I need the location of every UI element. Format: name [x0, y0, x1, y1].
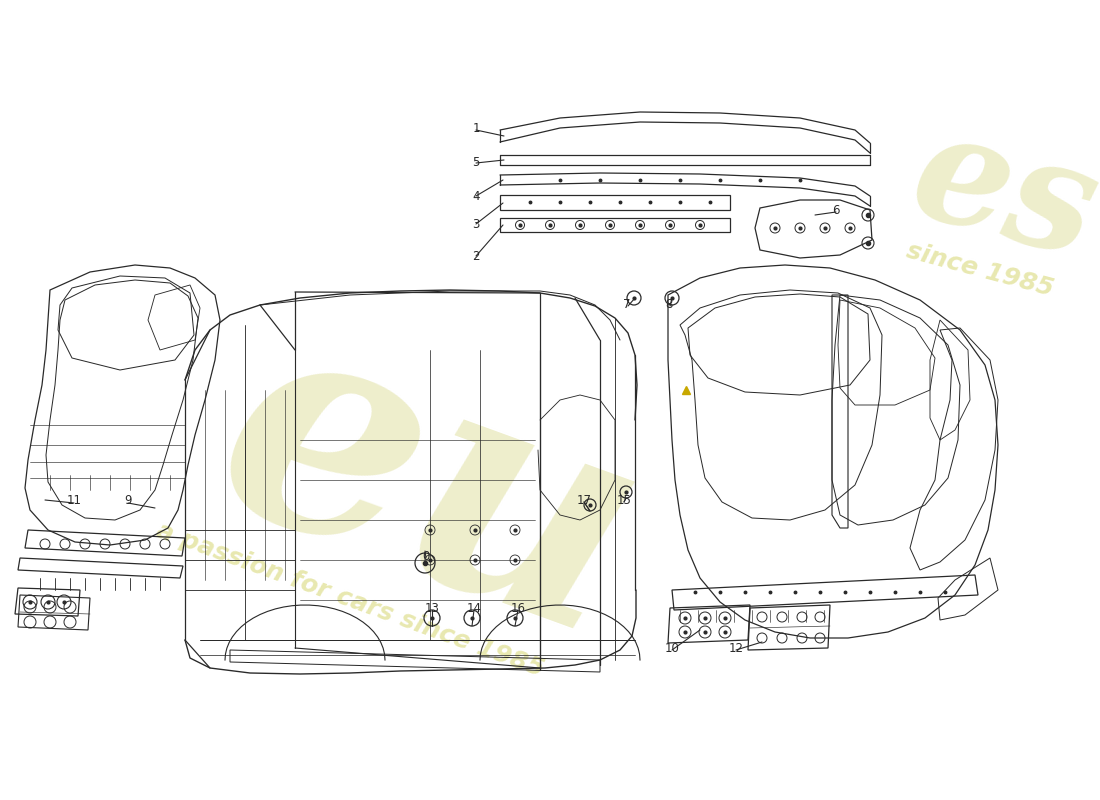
- Text: 9: 9: [124, 494, 132, 507]
- Text: 3: 3: [472, 218, 480, 230]
- Text: 8: 8: [666, 298, 673, 311]
- Text: 1: 1: [472, 122, 480, 134]
- Text: 16: 16: [510, 602, 526, 614]
- Text: 10: 10: [664, 642, 680, 654]
- Text: es: es: [898, 99, 1100, 290]
- Text: 4: 4: [472, 190, 480, 202]
- Text: a passion for cars since 1985: a passion for cars since 1985: [153, 518, 547, 682]
- Text: 6: 6: [833, 203, 839, 217]
- Text: eu: eu: [184, 280, 676, 700]
- Text: 13: 13: [425, 602, 439, 614]
- Text: 14: 14: [466, 602, 482, 614]
- Text: 7: 7: [624, 298, 630, 311]
- Text: 15: 15: [617, 494, 631, 506]
- Text: since 1985: since 1985: [904, 239, 1056, 301]
- Text: 17: 17: [576, 494, 592, 506]
- Text: 12: 12: [728, 642, 744, 654]
- Text: 5: 5: [472, 155, 480, 169]
- Text: 11: 11: [66, 494, 81, 507]
- Text: 0: 0: [422, 550, 430, 562]
- Text: 2: 2: [472, 250, 480, 262]
